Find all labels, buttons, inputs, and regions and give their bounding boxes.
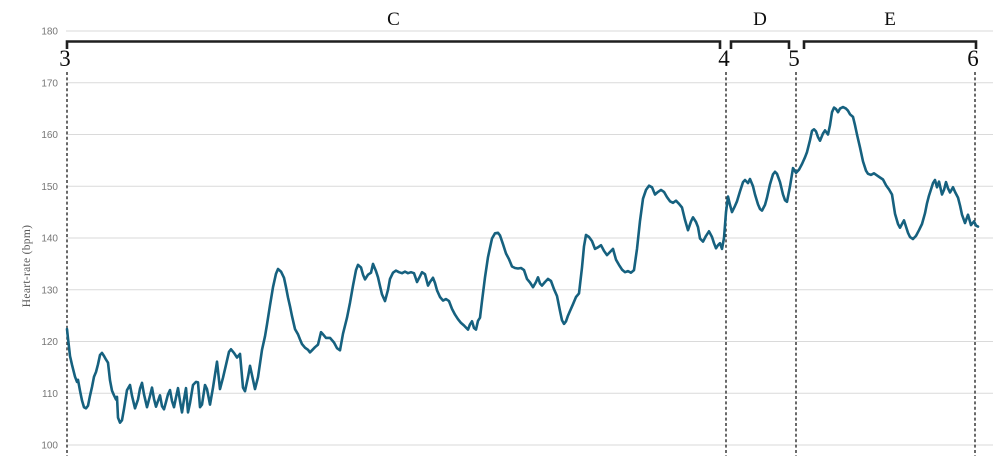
marker-label-3: 3 [59,46,71,71]
segment-bracket-E [802,40,978,49]
y-tick-label-180: 180 [41,27,58,38]
y-tick-label-110: 110 [42,389,58,400]
y-axis-title: Heart-rate (bpm) [21,225,33,307]
y-tick-label-170: 170 [41,78,58,89]
y-tick-label-130: 130 [41,285,58,296]
segment-label-E: E [884,9,896,30]
heart-rate-series-line [65,105,980,425]
marker-label-5: 5 [788,46,800,71]
segment-label-C: C [387,9,400,30]
y-tick-label-140: 140 [41,234,58,245]
marker-label-4: 4 [718,46,730,71]
y-tick-label-120: 120 [41,337,58,348]
segment-bracket-C [65,40,722,49]
y-tick-label-150: 150 [41,182,58,193]
segment-label-D: D [753,9,767,30]
y-tick-label-160: 160 [41,130,58,141]
segment-bracket-D [729,40,791,49]
y-tick-label-100: 100 [41,441,58,452]
marker-label-6: 6 [967,46,979,71]
